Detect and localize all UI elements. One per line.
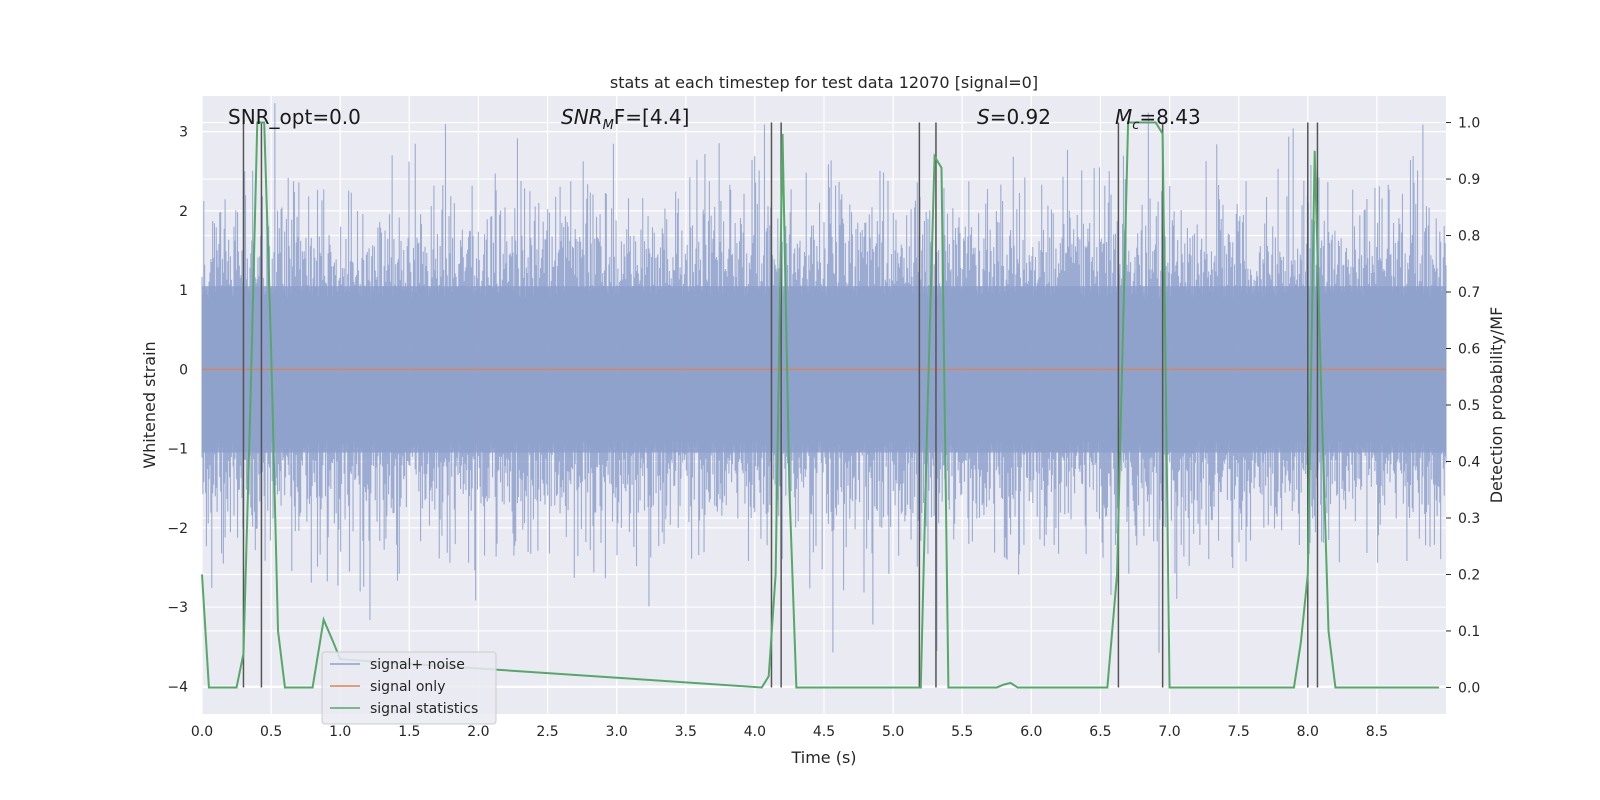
annotation-snr-mf-sub: M <box>603 118 614 133</box>
x-axis-label: Time (s) <box>790 748 856 767</box>
legend: signal+ noise signal only signal statist… <box>321 651 497 725</box>
x-tick-label: 8.5 <box>1366 724 1388 740</box>
x-tick-label: 1.5 <box>398 724 420 740</box>
x-tick-label: 0.5 <box>260 724 282 740</box>
y-tick-label: 0 <box>179 362 188 378</box>
annotation-s-rest: =0.92 <box>990 105 1051 129</box>
statistics-line <box>201 121 1440 689</box>
annotation-snr-mf-main: SNR <box>561 105 603 129</box>
x-tick-label: 6.0 <box>1020 724 1042 740</box>
x-tick-label: 1.0 <box>329 724 351 740</box>
y-right-tick-label: 0.7 <box>1458 285 1480 301</box>
y-tick-labels: 3 2 1 0 −1 −2 −3 −4 <box>167 125 188 696</box>
y-right-tick-label: 0.0 <box>1458 680 1480 696</box>
x-tick-label: 2.5 <box>536 724 558 740</box>
y-right-tick-label: 0.9 <box>1458 172 1480 188</box>
y-right-tick-label: 0.8 <box>1458 229 1480 245</box>
y-right-tick-label: 1.0 <box>1458 116 1480 132</box>
y-tick-label: −2 <box>167 521 188 537</box>
y-tick-label: 2 <box>179 204 188 220</box>
x-tick-label: 4.0 <box>744 724 766 740</box>
marker-lines <box>242 122 1319 688</box>
annotation-mc-sub: c <box>1132 118 1139 133</box>
y-axis-label: Whitened strain <box>140 341 159 468</box>
chart-title: stats at each timestep for test data 120… <box>610 73 1038 92</box>
x-tick-label: 8.0 <box>1297 724 1319 740</box>
y-right-tick-label: 0.4 <box>1458 454 1480 470</box>
y-right-tick-label: 0.2 <box>1458 567 1480 583</box>
y-tick-label: −3 <box>167 600 188 616</box>
x-tick-label: 6.5 <box>1089 724 1111 740</box>
x-tick-label: 3.0 <box>606 724 628 740</box>
annotation-s: S=0.92 <box>977 105 1051 129</box>
y-right-tick-labels: 1.0 0.9 0.8 0.7 0.6 0.5 0.4 0.3 0.2 0.1 0.0 <box>1446 116 1480 696</box>
annotation-snr-opt: SNR_opt=0.0 <box>228 105 361 129</box>
x-tick-label: 7.5 <box>1228 724 1250 740</box>
annotation-mc-rest: =8.43 <box>1139 105 1200 129</box>
y-tick-label: −4 <box>167 679 188 695</box>
legend-label-stats: signal statistics <box>370 701 478 717</box>
y-tick-label: 3 <box>179 125 188 141</box>
annotation-snr-mf: SNRMF=[4.4] <box>561 105 689 133</box>
x-tick-label: 4.5 <box>813 724 835 740</box>
x-tick-label: 3.5 <box>675 724 697 740</box>
annotation-s-main: S <box>977 105 990 129</box>
x-tick-label: 5.0 <box>882 724 904 740</box>
y-right-tick-label: 0.5 <box>1458 398 1480 414</box>
y-tick-label: 1 <box>179 283 188 299</box>
x-tick-label: 7.0 <box>1158 724 1180 740</box>
signal-statistics-series <box>201 121 1440 689</box>
x-tick-label: 0.0 <box>191 724 213 740</box>
legend-label-noise: signal+ noise <box>370 657 465 673</box>
y-tick-label: −1 <box>167 442 188 458</box>
legend-label-signal: signal only <box>370 679 445 695</box>
y-right-tick-label: 0.1 <box>1458 624 1480 640</box>
x-tick-labels: 0.0 0.5 1.0 1.5 2.0 2.5 3.0 3.5 4.0 4.5 5.0 5.5 6.0 6… <box>191 724 1388 740</box>
x-tick-label: 2.0 <box>467 724 489 740</box>
annotation-mc: Mc=8.43 <box>1115 105 1201 133</box>
x-tick-label: 5.5 <box>951 724 973 740</box>
y-right-axis-label: Detection probability/MF <box>1487 307 1506 504</box>
legend-box <box>321 651 497 725</box>
annotation-snr-mf-rest: F=[4.4] <box>614 105 690 129</box>
annotation-mc-main: M <box>1115 105 1132 129</box>
y-right-tick-label: 0.6 <box>1458 342 1480 358</box>
y-right-tick-label: 0.3 <box>1458 511 1480 527</box>
